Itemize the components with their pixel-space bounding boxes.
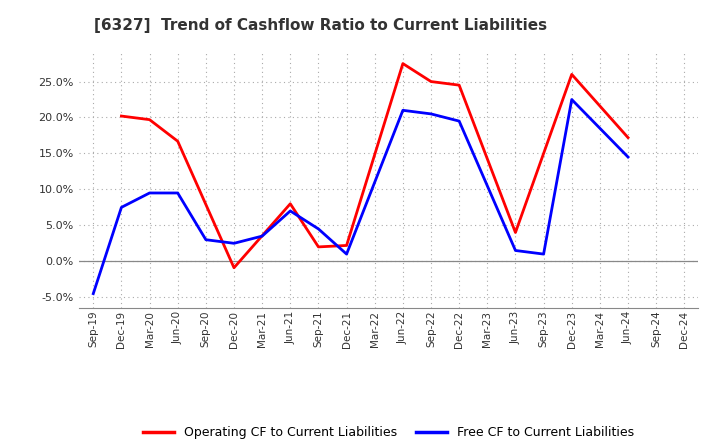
Text: [6327]  Trend of Cashflow Ratio to Current Liabilities: [6327] Trend of Cashflow Ratio to Curren… [94,18,546,33]
Legend: Operating CF to Current Liabilities, Free CF to Current Liabilities: Operating CF to Current Liabilities, Fre… [138,422,639,440]
